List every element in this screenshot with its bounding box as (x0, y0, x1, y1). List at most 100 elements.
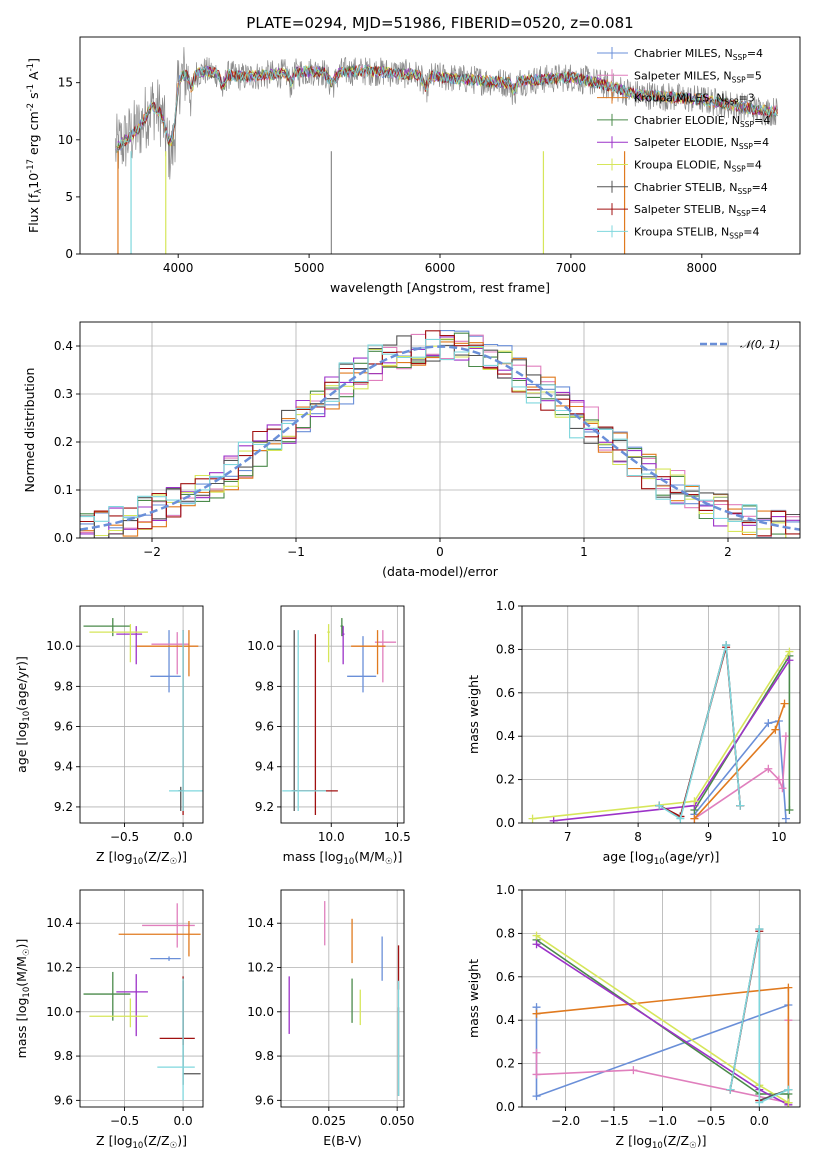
weight-line (729, 928, 789, 1104)
weight-marker (784, 983, 793, 992)
weight-marker (532, 940, 541, 949)
y-tick-label: 0.4 (496, 729, 515, 743)
weight-vs-Z-axes: −2.0 −1.5 −1.0 −0.5 0.0 0.0 0.2 0.4 0.6 0.8 1.0 Z [… (466, 883, 800, 1151)
weight-marker (655, 801, 664, 810)
y-tick-label: 15 (58, 76, 73, 90)
mass-vs-EBV-frame (280, 889, 405, 1108)
x-tick-label: 7 (564, 830, 572, 844)
y-tick-label: 9.2 (54, 800, 73, 814)
legend-label: Chabrier MILES, NSSP=4 (634, 47, 763, 62)
x-tick-label: −1 (287, 545, 305, 559)
x-tick-label: 2 (724, 545, 732, 559)
y-tick-label: 0.4 (496, 1013, 515, 1027)
weight-marker (784, 1098, 793, 1107)
age-vs-mass-axes: 10.0 10.5 9.2 9.4 9.6 9.8 10.0 mass [log10​(M/M… (247, 606, 411, 867)
x-tick-label: 0.025 (312, 1114, 346, 1128)
age-vs-Z-frame (79, 605, 204, 824)
y-tick-label: 9.4 (54, 760, 73, 774)
y-tick-label: 0.0 (54, 531, 73, 545)
spectrum-ylabel: Flux [fλ​10-17​ erg cm-2​ s-1​ A-1​] (26, 58, 44, 233)
x-tick-label: −1.0 (648, 1114, 677, 1128)
y-tick-label: 0 (65, 247, 73, 261)
x-tick-label: 0.050 (380, 1114, 414, 1128)
weight-marker (755, 925, 764, 934)
y-tick-label: 9.6 (54, 720, 73, 734)
residual-histograms (80, 330, 800, 538)
y-tick-label: 10.4 (46, 916, 73, 930)
y-tick-label: 0.6 (496, 970, 515, 984)
x-tick-label: 0.0 (750, 1114, 769, 1128)
x-tick-label: 4000 (163, 261, 194, 275)
weight-line (532, 651, 791, 820)
y-tick-label: 0.2 (54, 435, 73, 449)
mass-vs-Z-axes: −0.5 0.0 9.6 9.8 10.0 10.2 10.4 Z [log10​(Z/Z☉​… (14, 890, 203, 1151)
weight-marker (771, 725, 780, 734)
y-tick-label: 9.8 (255, 679, 274, 693)
y-tick-label: 0.8 (496, 926, 515, 940)
weight-marker (785, 805, 794, 814)
weight-marker (755, 1098, 764, 1107)
legend-label: Salpeter STELIB, NSSP=4 (634, 203, 767, 218)
y-tick-label: 0.1 (54, 483, 73, 497)
weight-marker (532, 1070, 541, 1079)
y-tick-label: 0.0 (496, 816, 515, 830)
legend-label: Chabrier ELODIE, NSSP=4 (634, 114, 770, 129)
mass-vs-EBV-grid (281, 890, 404, 1107)
legend-label: Kroupa STELIB, NSSP=4 (634, 225, 759, 240)
weight-marker (549, 816, 558, 823)
y-tick-label: 9.6 (54, 1093, 73, 1107)
y-tick-label: 0.3 (54, 387, 73, 401)
y-tick-label: 10.2 (46, 961, 73, 975)
weight-marker (532, 931, 541, 940)
weight-marker (736, 801, 745, 810)
y-tick-label: 10 (58, 133, 73, 147)
y-tick-label: 0.2 (496, 773, 515, 787)
mass-vs-Z-points (83, 903, 201, 1101)
mass-vs-Z-xlabel: Z [log10​(Z/Z☉​)] (96, 1133, 187, 1151)
weight-vs-age-grid (522, 605, 800, 824)
legend-label: Salpeter MILES, NSSP=5 (634, 69, 762, 84)
x-tick-label: 10 (771, 830, 786, 844)
y-tick-label: 1.0 (496, 599, 515, 613)
y-tick-label: 1.0 (496, 883, 515, 897)
y-tick-label: 10.0 (46, 639, 73, 653)
y-tick-label: 10.0 (46, 1005, 73, 1019)
x-tick-label: 1 (580, 545, 588, 559)
weight-vs-Z-frame (521, 889, 801, 1108)
weight-marker (690, 797, 699, 806)
spectrum-frame (79, 36, 801, 255)
y-tick-label: 10.4 (247, 916, 274, 930)
residuals-frame (79, 321, 801, 539)
weight-marker (528, 814, 537, 823)
y-tick-label: 9.4 (255, 760, 274, 774)
age-vs-mass-points (282, 618, 397, 815)
weight-vs-age-ylabel: mass weight (466, 675, 481, 754)
weight-marker (764, 764, 773, 773)
spectrum-axes: 4000 5000 6000 7000 8000 0 5 10 15 wavelength [An… (26, 58, 717, 295)
x-tick-label: −2 (143, 545, 161, 559)
y-tick-label: 9.6 (255, 1093, 274, 1107)
x-tick-label: −0.5 (110, 1114, 139, 1128)
x-tick-label: 8 (634, 830, 642, 844)
weight-marker (676, 814, 685, 823)
mass-vs-Z-frame (79, 889, 204, 1108)
weight-marker (532, 1009, 541, 1018)
y-tick-label: 10.2 (247, 961, 274, 975)
y-tick-label: 9.2 (255, 800, 274, 814)
y-tick-label: 0.4 (54, 339, 73, 353)
weight-marker (780, 699, 789, 708)
weight-vs-Z-grid (522, 889, 800, 1108)
y-tick-label: 9.8 (54, 1049, 73, 1063)
spectrum-model-line (119, 64, 778, 149)
weight-marker (532, 1048, 541, 1057)
y-tick-label: 10.0 (247, 1005, 274, 1019)
x-tick-label: −1.5 (599, 1114, 628, 1128)
y-tick-label: 9.8 (255, 1049, 274, 1063)
x-tick-label: 9 (705, 830, 713, 844)
weight-vs-age-series (528, 641, 794, 823)
legend-label: Kroupa MILES, NSSP=3 (634, 92, 755, 107)
y-tick-label: 0.8 (496, 642, 515, 656)
x-tick-label: 0 (436, 545, 444, 559)
